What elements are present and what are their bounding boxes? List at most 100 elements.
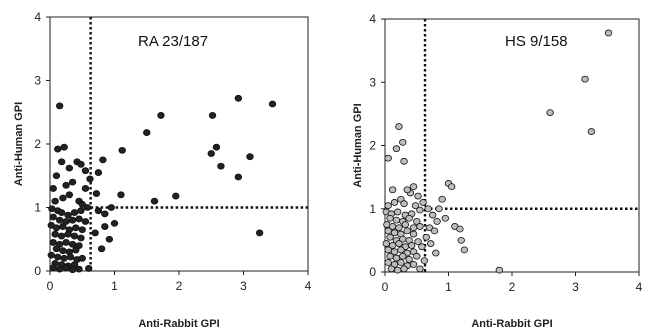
data-point bbox=[414, 238, 422, 246]
chart-panel-ra: 0 1 2 3 4 0 1 2 3 4 Anti-Rabbit GPI Anti-Human GPI R… bbox=[13, 10, 312, 330]
data-point bbox=[604, 29, 613, 37]
data-point bbox=[101, 210, 109, 218]
y-tick-label: 2 bbox=[34, 137, 41, 151]
data-point bbox=[72, 224, 80, 232]
data-point bbox=[217, 162, 225, 170]
data-point bbox=[392, 145, 401, 153]
y-tick-label: 4 bbox=[34, 10, 41, 24]
data-point bbox=[403, 186, 411, 194]
data-point bbox=[416, 265, 424, 273]
data-point bbox=[60, 143, 68, 151]
data-point bbox=[51, 197, 59, 205]
data-point bbox=[64, 230, 72, 238]
data-point bbox=[420, 257, 429, 265]
data-point bbox=[84, 265, 93, 272]
data-point bbox=[405, 214, 413, 222]
data-point bbox=[70, 209, 79, 216]
data-point bbox=[60, 254, 68, 262]
x-tick-label: 4 bbox=[305, 279, 312, 293]
data-point bbox=[457, 236, 465, 244]
data-point bbox=[393, 266, 402, 274]
x-tick-label: 4 bbox=[636, 280, 643, 294]
data-point bbox=[409, 183, 418, 191]
data-point bbox=[428, 211, 437, 219]
data-point bbox=[424, 205, 432, 213]
data-point bbox=[62, 181, 70, 189]
data-point bbox=[399, 138, 407, 146]
data-point bbox=[62, 239, 70, 246]
data-point bbox=[435, 205, 443, 213]
scatter-chart-hs: 0 1 2 3 4 0 1 2 3 4 Anti-Rabbit GPI Anti-Human GPI H… bbox=[352, 12, 643, 330]
data-point bbox=[52, 245, 61, 253]
data-point bbox=[143, 129, 151, 136]
data-point bbox=[433, 217, 441, 225]
data-point bbox=[59, 247, 67, 255]
data-point bbox=[65, 164, 74, 172]
data-point bbox=[422, 233, 430, 241]
x-axis-title: Anti-Rabbit GPI bbox=[138, 318, 219, 330]
data-point bbox=[105, 235, 114, 243]
data-point bbox=[57, 158, 66, 166]
data-point bbox=[388, 186, 397, 194]
data-point bbox=[78, 226, 86, 234]
data-point bbox=[81, 185, 90, 192]
data-point bbox=[62, 264, 70, 272]
data-point bbox=[68, 216, 77, 224]
data-point bbox=[234, 173, 243, 181]
data-point bbox=[207, 150, 215, 157]
data-point bbox=[397, 246, 405, 254]
data-point bbox=[234, 94, 243, 102]
y-tick-label: 1 bbox=[369, 202, 376, 216]
data-point bbox=[77, 160, 85, 168]
data-point bbox=[57, 232, 66, 240]
data-point bbox=[392, 216, 401, 224]
y-tick-label: 0 bbox=[369, 265, 376, 279]
data-point bbox=[386, 233, 394, 241]
data-point bbox=[52, 224, 61, 232]
data-point bbox=[246, 153, 254, 161]
data-point bbox=[546, 109, 554, 117]
data-point bbox=[441, 214, 450, 222]
data-point bbox=[59, 194, 67, 202]
data-point bbox=[94, 207, 103, 215]
data-point bbox=[57, 209, 66, 216]
chart-title: RA 23/187 bbox=[138, 33, 208, 50]
x-tick-label: 2 bbox=[509, 280, 516, 294]
data-point bbox=[418, 243, 426, 251]
data-point bbox=[395, 240, 403, 247]
data-point bbox=[83, 204, 92, 211]
x-tick-label: 3 bbox=[240, 279, 247, 293]
y-tick-label: 1 bbox=[34, 201, 41, 215]
data-point bbox=[384, 259, 392, 266]
x-tick-label: 2 bbox=[176, 279, 183, 293]
data-point bbox=[68, 178, 77, 186]
data-point bbox=[400, 200, 408, 208]
x-axis-title: Anti-Rabbit GPI bbox=[471, 318, 552, 330]
data-point bbox=[409, 224, 418, 232]
data-point bbox=[400, 265, 408, 273]
plot-area bbox=[384, 18, 640, 273]
data-point bbox=[117, 191, 125, 199]
data-point bbox=[403, 227, 411, 235]
data-point bbox=[54, 145, 62, 153]
data-point bbox=[55, 216, 64, 224]
y-tick-label: 0 bbox=[34, 264, 41, 278]
data-point bbox=[81, 218, 90, 225]
data-point bbox=[65, 191, 74, 199]
data-point bbox=[51, 230, 59, 238]
data-point bbox=[75, 215, 83, 223]
data-point bbox=[407, 242, 416, 249]
data-point bbox=[75, 265, 83, 273]
data-point bbox=[268, 100, 277, 108]
data-point bbox=[78, 200, 86, 208]
data-point bbox=[390, 199, 399, 206]
data-point bbox=[382, 240, 390, 247]
chart-panel-hs: 0 1 2 3 4 0 1 2 3 4 Anti-Rabbit GPI Anti-Human GPI H… bbox=[325, 0, 649, 333]
y-tick-label: 3 bbox=[34, 74, 41, 88]
data-point bbox=[72, 246, 80, 254]
data-point bbox=[66, 253, 75, 261]
data-point bbox=[110, 219, 119, 227]
data-point bbox=[208, 112, 217, 119]
plot-area bbox=[49, 16, 309, 272]
data-point bbox=[59, 223, 67, 230]
